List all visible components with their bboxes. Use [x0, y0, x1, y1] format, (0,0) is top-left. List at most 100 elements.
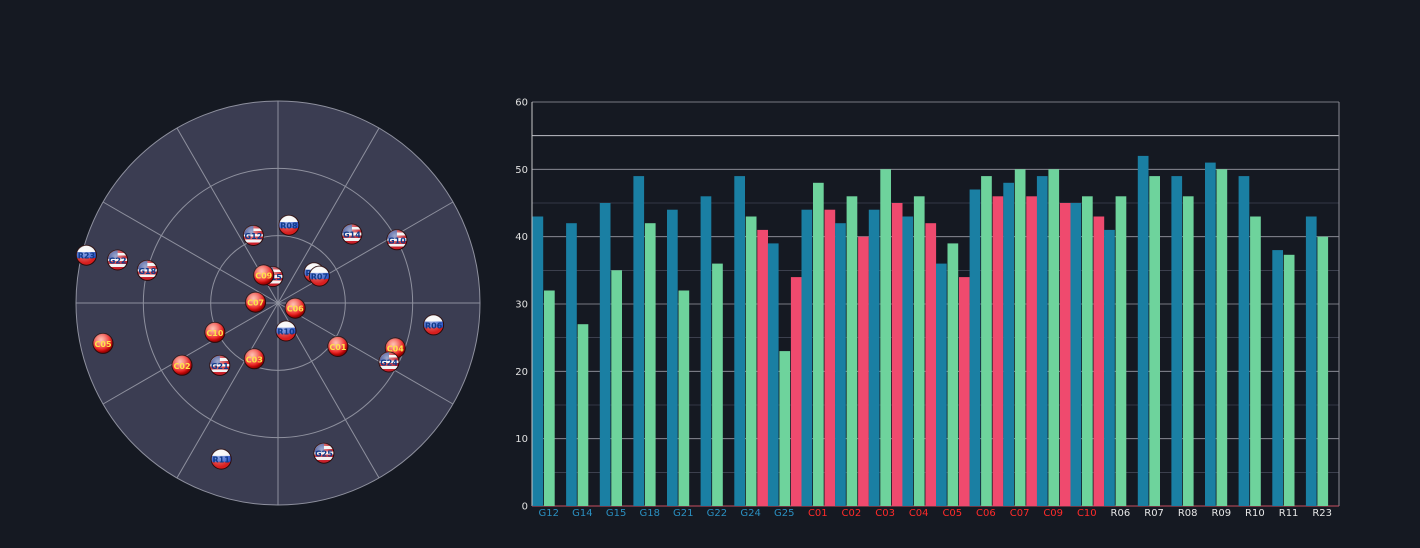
x-tick-label: R08 [1178, 508, 1198, 519]
bar-series-1-bar[interactable] [835, 223, 846, 506]
bar-series-3-bar[interactable] [757, 229, 768, 506]
bar-series-1-bar[interactable] [1036, 176, 1048, 506]
bar-series-2-bar[interactable] [981, 176, 992, 506]
bar-series-2-bar[interactable] [947, 243, 959, 506]
bar-series-1-bar[interactable] [1104, 229, 1115, 506]
bar-series-2-bar[interactable] [1115, 196, 1127, 507]
bar-series-3-bar[interactable] [959, 277, 970, 506]
satellite-r10[interactable]: R10 [275, 320, 297, 342]
bar-series-1-bar[interactable] [734, 176, 745, 506]
satellite-c07[interactable]: C07 [245, 291, 267, 313]
bar-series-2-bar[interactable] [846, 196, 858, 507]
satellite-label: R07 [311, 273, 328, 282]
bar-group-r08 [1171, 176, 1194, 507]
bar-series-2-bar[interactable] [913, 196, 925, 507]
bar-series-3-bar[interactable] [1026, 196, 1037, 507]
satellite-g12[interactable]: G12 [242, 225, 264, 246]
bar-series-3-bar[interactable] [824, 209, 836, 506]
x-tick-label: G21 [673, 508, 693, 519]
bar-series-1-bar[interactable] [1003, 182, 1014, 507]
bar-series-1-bar[interactable] [532, 216, 544, 507]
bar-series-1-bar[interactable] [700, 196, 712, 507]
bar-series-2-bar[interactable] [1048, 169, 1060, 507]
satellite-c09[interactable]: C09 [253, 264, 275, 286]
signal-strength-bar-chart: 0 10 20 30 40 50 60 G12 G14 G15 G18 G21 G22 G24 G25 C01… [515, 98, 1340, 519]
bar-series-1-bar[interactable] [868, 209, 880, 506]
bar-series-2-bar[interactable] [1182, 196, 1194, 507]
bar-series-1-bar[interactable] [566, 223, 577, 506]
bar-series-3-bar[interactable] [858, 236, 869, 506]
bar-series-2-bar[interactable] [544, 290, 555, 507]
satellite-label: C01 [329, 343, 346, 352]
satellite-c01[interactable]: C01 [327, 336, 349, 357]
bar-series-1-bar[interactable] [801, 209, 813, 506]
bar-series-3-bar[interactable] [1059, 203, 1071, 506]
bar-series-1-bar[interactable] [667, 209, 678, 506]
bar-group-r11 [1272, 250, 1295, 506]
bar-series-1-bar[interactable] [599, 203, 611, 506]
bar-series-1-bar[interactable] [1205, 162, 1216, 506]
satellite-g22[interactable]: G22 [107, 249, 129, 271]
bar-series-1-bar[interactable] [936, 263, 947, 506]
x-tick-label: C06 [976, 508, 996, 519]
bar-series-1-bar[interactable] [1305, 216, 1317, 507]
bar-series-2-bar[interactable] [1149, 176, 1160, 506]
satellite-c10[interactable]: C10 [204, 321, 226, 343]
bar-series-1-bar[interactable] [1272, 250, 1283, 506]
bar-group-g15 [599, 203, 622, 506]
satellite-c05[interactable]: C05 [92, 332, 114, 354]
satellite-g14[interactable]: G14 [341, 223, 363, 245]
x-tick-label: C09 [1043, 508, 1063, 519]
bar-series-1-bar[interactable] [969, 189, 981, 507]
bar-series-3-bar[interactable] [790, 277, 802, 506]
bar-series-1-bar[interactable] [633, 176, 645, 506]
bar-series-2-bar[interactable] [880, 169, 891, 507]
bar-series-3-bar[interactable] [891, 203, 903, 506]
bar-series-1-bar[interactable] [1070, 203, 1082, 506]
bar-series-2-bar[interactable] [712, 263, 723, 506]
x-tick-label: C05 [942, 508, 962, 519]
satellite-r11[interactable]: R11 [210, 448, 232, 470]
satellite-g18[interactable]: G18 [136, 259, 158, 281]
bar-series-2-bar[interactable] [1250, 216, 1261, 507]
satellite-r06[interactable]: R06 [423, 314, 445, 336]
bar-series-2-bar[interactable] [1317, 236, 1329, 506]
bar-series-1-bar[interactable] [1171, 176, 1183, 506]
bar-series-2-bar[interactable] [1216, 169, 1228, 507]
bar-series-3-bar[interactable] [992, 196, 1004, 507]
bar-series-2-bar[interactable] [745, 216, 757, 507]
bar-series-3-bar[interactable] [1093, 216, 1105, 507]
satellite-gloss [379, 352, 399, 372]
bar-series-2-bar[interactable] [577, 324, 589, 506]
bar-series-1-bar[interactable] [767, 243, 779, 506]
bar-series-2-bar[interactable] [1283, 254, 1295, 506]
y-tick-label: 10 [515, 434, 528, 445]
satellite-g25[interactable]: G25 [313, 442, 335, 464]
satellite-g21[interactable]: G21 [209, 354, 231, 376]
bar-series-2-bar[interactable] [1082, 196, 1093, 507]
bar-series-2-bar[interactable] [678, 290, 690, 507]
x-tick-label: C03 [875, 508, 895, 519]
satellite-c06[interactable]: C06 [284, 297, 306, 319]
satellite-r07[interactable]: R07 [308, 265, 330, 287]
bar-group-r23 [1305, 216, 1329, 507]
satellite-r08[interactable]: R08 [278, 214, 300, 236]
satellite-g10[interactable]: G10 [386, 229, 408, 251]
bar-series-2-bar[interactable] [1014, 169, 1026, 507]
satellite-c02[interactable]: C02 [171, 354, 193, 376]
satellite-g24[interactable]: G24 [378, 351, 400, 373]
bar-series-1-bar[interactable] [1238, 176, 1250, 506]
bar-series-1-bar[interactable] [1137, 155, 1149, 506]
bar-series-2-bar[interactable] [644, 223, 656, 506]
bar-series-2-bar[interactable] [813, 182, 824, 507]
bar-series-1-bar[interactable] [902, 216, 914, 507]
bar-series-3-bar[interactable] [925, 223, 937, 506]
satellite-c03[interactable]: C03 [243, 348, 265, 370]
x-tick-label: C01 [808, 508, 828, 519]
y-tick-label: 0 [522, 502, 528, 513]
bar-series-2-bar[interactable] [779, 351, 791, 506]
x-tick-label: C02 [842, 508, 862, 519]
bar-series-2-bar[interactable] [611, 270, 622, 506]
azimuth-line-210 [176, 302, 279, 479]
satellite-r23[interactable]: R23 [75, 244, 97, 266]
